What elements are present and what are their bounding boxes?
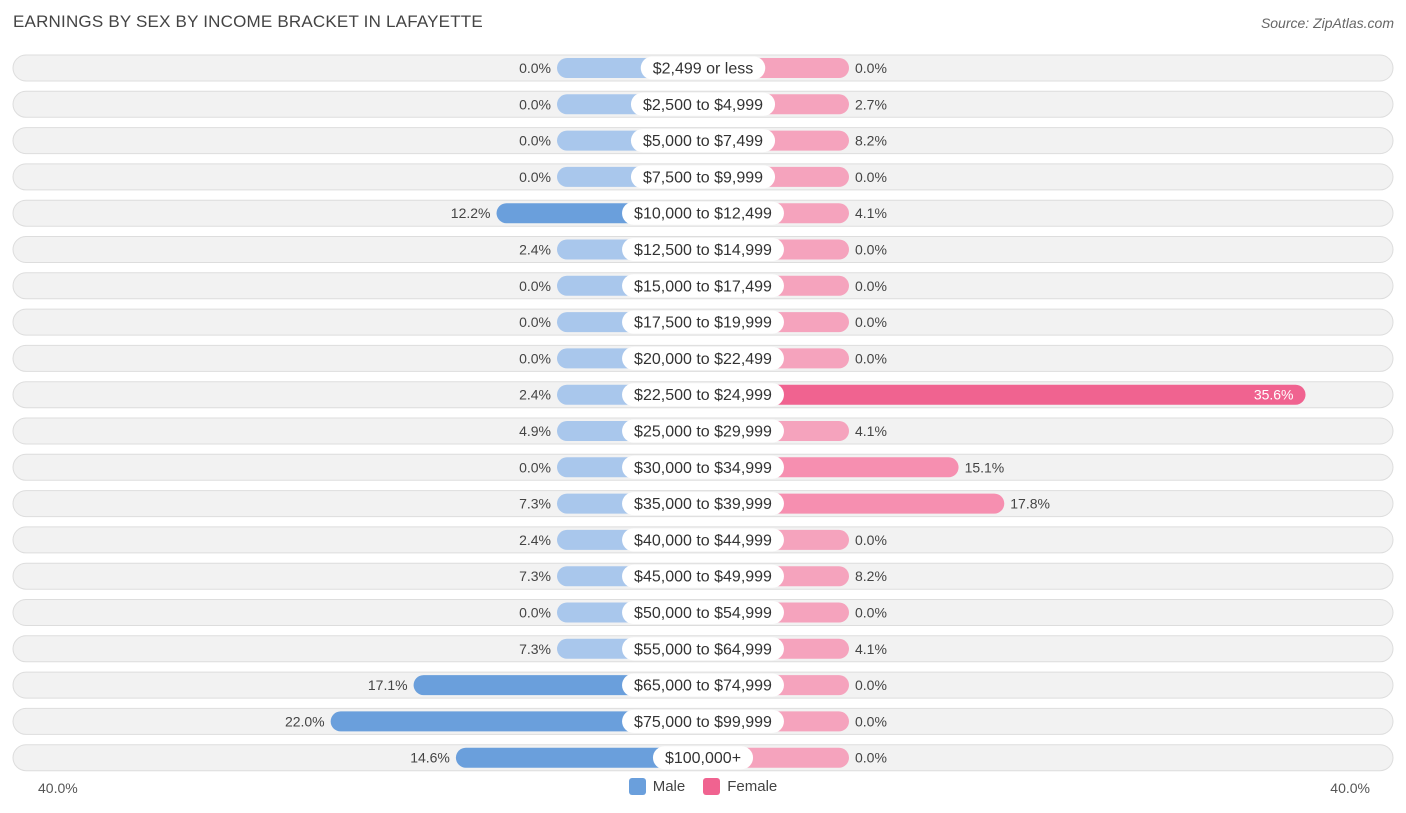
- category-label: $55,000 to $64,999: [634, 641, 772, 658]
- legend-item-female[interactable]: Female: [703, 778, 777, 795]
- female-value-label: 4.1%: [855, 641, 887, 657]
- female-value-label: 0.0%: [855, 169, 887, 185]
- male-value-label: 7.3%: [519, 496, 551, 512]
- category-label-pill: [622, 419, 784, 443]
- male-bar: [455, 747, 703, 768]
- female-value-label: 0.0%: [855, 278, 887, 294]
- category-label: $17,500 to $19,999: [634, 315, 772, 332]
- legend-item-male[interactable]: Male: [628, 778, 686, 795]
- male-value-label: 22.0%: [285, 713, 325, 729]
- category-label-pill: [622, 310, 784, 334]
- male-bar: [330, 711, 703, 732]
- axis-right-label: 40.0%: [1330, 780, 1370, 796]
- male-value-label: 0.0%: [519, 133, 551, 149]
- category-label: $2,499 or less: [653, 61, 754, 78]
- male-value-label: 7.3%: [519, 568, 551, 584]
- category-label: $20,000 to $22,499: [634, 351, 772, 368]
- female-value-label: 4.1%: [855, 423, 887, 439]
- category-label-pill: [622, 346, 784, 370]
- category-label-pill: [622, 709, 784, 733]
- female-value-label: 8.2%: [855, 568, 887, 584]
- female-value-label: 4.1%: [855, 205, 887, 221]
- category-label-pill: [622, 673, 784, 697]
- category-label-pill: [622, 637, 784, 661]
- legend-female-label: Female: [727, 778, 778, 795]
- chart-title: EARNINGS BY SEX BY INCOME BRACKET IN LAF…: [13, 12, 483, 31]
- category-label: $12,500 to $14,999: [634, 242, 772, 259]
- male-swatch: [628, 778, 646, 795]
- female-value-label: 8.2%: [855, 133, 887, 149]
- category-label: $2,500 to $4,999: [643, 97, 763, 114]
- female-bar: [703, 384, 1306, 405]
- category-label: $30,000 to $34,999: [634, 460, 772, 477]
- female-value-label: 2.7%: [855, 96, 887, 112]
- female-value-label: 0.0%: [855, 713, 887, 729]
- category-label: $25,000 to $29,999: [634, 424, 772, 441]
- category-label-pill: [630, 92, 776, 116]
- male-value-label: 2.4%: [519, 387, 551, 403]
- male-value-label: 2.4%: [519, 532, 551, 548]
- category-label-pill: [622, 564, 784, 588]
- male-value-label: 0.0%: [519, 605, 551, 621]
- category-label-pill: [640, 56, 766, 80]
- category-label-pill: [622, 383, 784, 407]
- female-value-label: 0.0%: [855, 314, 887, 330]
- male-value-label: 12.2%: [451, 205, 491, 221]
- category-label: $45,000 to $49,999: [634, 569, 772, 586]
- category-label-pill: [622, 238, 784, 261]
- category-label-pill: [622, 201, 784, 225]
- legend: Male Female: [0, 778, 1406, 795]
- female-value-label: 0.0%: [855, 60, 887, 76]
- category-label-pill: [630, 165, 776, 189]
- male-value-label: 0.0%: [519, 459, 551, 475]
- female-swatch: [703, 778, 721, 795]
- category-label-pill: [652, 746, 754, 770]
- category-label-pill: [622, 274, 784, 298]
- source-credit: Source: ZipAtlas.com: [1260, 15, 1394, 31]
- category-label: $22,500 to $24,999: [634, 387, 772, 404]
- female-value-label: 15.1%: [965, 459, 1005, 475]
- category-label: $5,000 to $7,499: [643, 133, 763, 150]
- female-value-label: 0.0%: [855, 350, 887, 366]
- category-label: $35,000 to $39,999: [634, 496, 772, 513]
- female-value-label: 35.6%: [1254, 387, 1294, 403]
- category-label: $7,500 to $9,999: [643, 169, 763, 186]
- category-label: $65,000 to $74,999: [634, 678, 772, 695]
- category-label: $75,000 to $99,999: [634, 714, 772, 731]
- female-value-label: 0.0%: [855, 677, 887, 693]
- male-value-label: 4.9%: [519, 423, 551, 439]
- category-label-pill: [622, 601, 784, 624]
- category-label-pill: [630, 129, 776, 153]
- male-value-label: 0.0%: [519, 314, 551, 330]
- male-value-label: 17.1%: [368, 677, 408, 693]
- female-value-label: 17.8%: [1010, 496, 1050, 512]
- category-label: $40,000 to $44,999: [634, 532, 772, 549]
- category-label-pill: [622, 455, 784, 479]
- male-value-label: 0.0%: [519, 350, 551, 366]
- male-value-label: 14.6%: [410, 750, 450, 766]
- male-value-label: 0.0%: [519, 169, 551, 185]
- female-value-label: 0.0%: [855, 605, 887, 621]
- male-value-label: 0.0%: [519, 278, 551, 294]
- axis-left-label: 40.0%: [38, 780, 78, 796]
- category-label: $15,000 to $17,499: [634, 278, 772, 295]
- legend-male-label: Male: [652, 778, 686, 795]
- category-label-pill: [622, 528, 784, 552]
- male-value-label: 7.3%: [519, 641, 551, 657]
- category-label: $100,000+: [665, 750, 741, 767]
- male-value-label: 0.0%: [519, 60, 551, 76]
- category-label: $10,000 to $12,499: [634, 206, 772, 223]
- male-value-label: 0.0%: [519, 96, 551, 112]
- category-label-pill: [622, 492, 784, 516]
- male-value-label: 2.4%: [519, 242, 551, 258]
- category-label: $50,000 to $54,999: [634, 605, 772, 622]
- female-value-label: 0.0%: [855, 532, 887, 548]
- female-value-label: 0.0%: [855, 242, 887, 258]
- female-value-label: 0.0%: [855, 750, 887, 766]
